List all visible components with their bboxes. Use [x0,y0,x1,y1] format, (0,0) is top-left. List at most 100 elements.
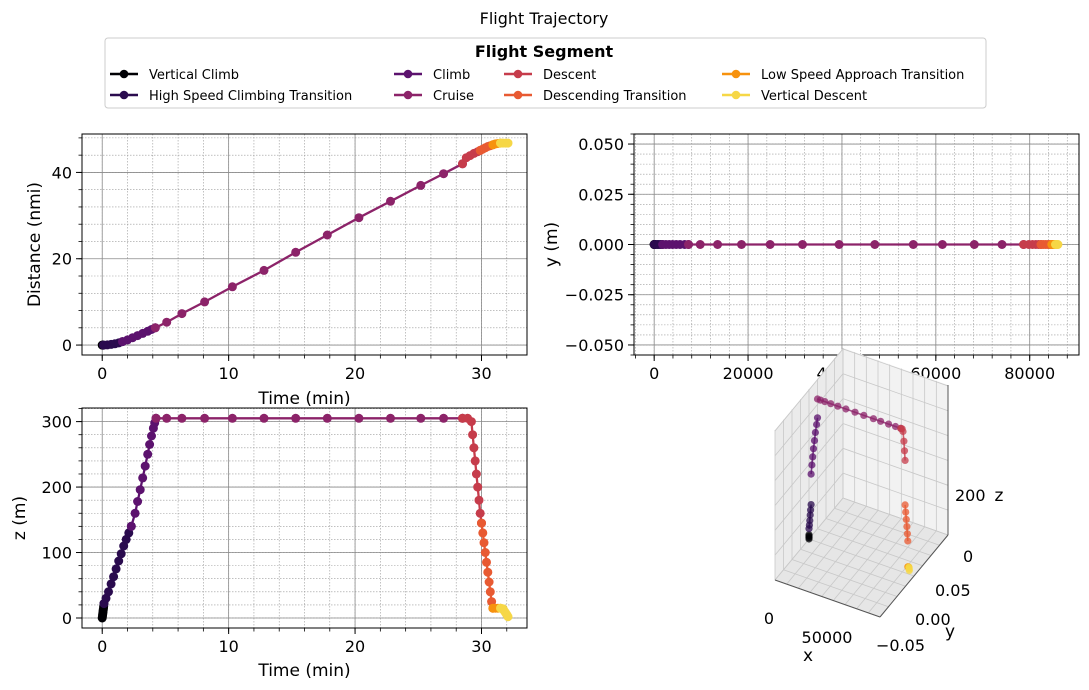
grid-left-z [774,348,844,432]
legend: Flight Segment Vertical Climb High Speed … [104,37,987,109]
trajectory-3d-point-climb [809,453,817,461]
data-point-cruise [695,240,705,249]
data-point-climb [135,485,145,495]
data-point-cruise [713,240,723,249]
x-axis-spine [774,579,881,618]
trajectory-3d-point-cruise [821,398,829,406]
y-tick-label: −0.050 [565,336,624,355]
trajectory-3d-point-descending-transition [902,508,910,516]
trajectory-3d-point-cruise [834,402,842,410]
data-point-descending-transition [485,587,495,597]
data-point-cruise [291,247,301,257]
data-point-cruise [997,240,1007,249]
y-tick-label: 0.000 [578,236,624,255]
legend-marker-descent [513,69,523,79]
x-tick-label: 80000 [1004,364,1055,383]
grid-floor-y [791,559,898,597]
data-point-descent [468,430,478,440]
data-point-vertical-descent [503,138,513,148]
legend-label-cruise: Cruise [433,89,474,104]
y-axis-spine [879,534,949,618]
data-point-descent [466,417,476,427]
data-point-high-speed-climbing-transition [116,549,126,559]
axes-frame [81,407,528,629]
data-point-cruise [259,265,269,275]
z-tick-label-3d: 0 [963,547,973,566]
data-point-cruise [416,180,426,190]
trajectory-3d-point-descending-transition [901,501,909,509]
data-point-descent [469,443,479,453]
trajectory-3d-point-high-speed-climbing-transition [807,506,815,514]
trajectory-3d-point-climb [809,445,818,453]
data-point-cruise [737,240,746,249]
data-point-descending-transition [484,577,494,587]
x-axis-label-3d: x [803,646,813,666]
data-point-cruise [259,413,269,423]
x-tick-label: 0 [97,637,107,656]
data-point-cruise [684,240,693,249]
x-axis-label: Time (min) [257,389,350,409]
data-point-climb [143,449,153,459]
data-point-high-speed-climbing-transition [114,556,124,566]
data-point-cruise [227,282,237,292]
y-axis-label: Distance (nmi) [25,182,45,307]
data-point-descent [474,495,484,505]
data-point-cruise [162,413,172,423]
data-point-cruise [870,240,880,249]
trajectory-3d-point-high-speed-climbing-transition [806,516,814,525]
trajectory-3d-point-descent [900,437,908,445]
data-point-climb [147,431,156,441]
z-axis-label-3d: z [995,486,1004,506]
data-point-descent [475,508,485,518]
data-point-climb [140,461,150,471]
grid-back-z [842,472,949,511]
data-point-cruise [177,413,187,423]
data-point-cruise [416,413,426,423]
data-point-climb [126,521,136,531]
z-tick-label-3d: 200 [955,486,986,505]
trajectory-3d-point-cruise [869,415,878,423]
legend-marker-climb [403,69,413,79]
data-point-cruise [439,169,449,179]
data-point-descending-transition [483,567,493,577]
legend-label-climb: Climb [433,68,470,83]
x-axis-label: Time (min) [257,661,350,681]
x-tick-label-3d: 50000 [802,628,853,647]
y-tick-label: 0.025 [578,185,624,204]
data-point-climb [133,497,143,506]
data-point-cruise [439,413,449,423]
data-point-cruise [386,196,395,206]
legend-marker-high-speed-climbing-transition [119,90,129,100]
trajectory-3d-point-vertical-climb [805,531,813,539]
y-tick-label: 300 [41,413,72,432]
data-point-cruise [322,230,332,240]
data-point-vertical-descent [1053,240,1063,249]
trajectory-3d-point-descending-transition [903,530,912,538]
data-point-cruise [969,240,979,249]
x-tick-label: 20000 [723,364,774,383]
trajectory-3d-point-climb [807,470,815,478]
legend-label-vertical-climb: Vertical Climb [149,68,239,83]
data-point-cruise [386,413,395,423]
data-point-descent [471,469,481,479]
grid-left-z [774,448,844,531]
trajectory-3d-point-descent [899,427,907,436]
grid-back-z [842,447,949,486]
data-point-cruise [177,309,187,319]
trajectory-3d-point-high-speed-climbing-transition [807,501,815,509]
grid-back-z [842,423,949,461]
grid-back-z [842,373,949,412]
x-tick-label: 10 [218,637,238,656]
legend-marker-vertical-climb [119,69,129,79]
data-point-descending-transition [482,557,491,567]
trajectory-3d-point-cruise [885,420,893,428]
x-tick-label: 20 [345,637,365,656]
data-point-descending-transition [480,548,490,557]
data-point-climb [145,440,155,449]
x-tick-label: 10 [218,364,238,383]
legend-label-descent: Descent [543,68,596,83]
data-point-cruise [150,323,160,333]
y-x-axes: 020000400006000080000−0.050−0.0250.0000.… [542,133,1080,409]
data-point-descending-transition [478,528,488,538]
data-point-high-speed-climbing-transition [104,587,113,597]
